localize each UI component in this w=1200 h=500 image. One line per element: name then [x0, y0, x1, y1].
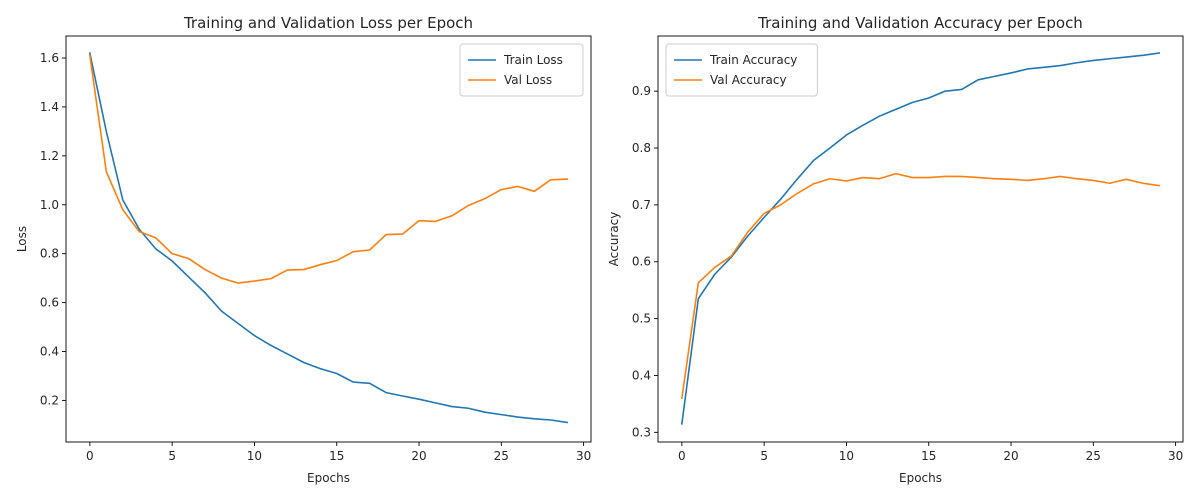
x-tick-label: 15	[329, 449, 344, 463]
legend: Train Loss Val Loss	[459, 43, 584, 97]
y-tick-label: 0.8	[632, 141, 651, 155]
legend-label-val-loss: Val Loss	[504, 73, 552, 87]
legend-box	[665, 43, 818, 97]
series-line-train-loss	[88, 52, 569, 424]
plot-frame	[65, 35, 592, 443]
chart-loss: 0 5 10 15 20 25 30 0.2 0.4 0.6 0.8 1.0 1.2 1.4 1.6 Trai…	[15, 14, 592, 485]
y-axis-label: Accuracy	[607, 212, 621, 267]
x-axis-label: Epochs	[307, 471, 350, 485]
series-line-train-accuracy	[680, 52, 1161, 425]
x-tick-label: 10	[247, 449, 262, 463]
y-tick-label: 0.3	[632, 425, 651, 439]
y-tick-label: 0.2	[40, 393, 59, 407]
chart-accuracy: 0 5 10 15 20 25 30 0.3 0.4 0.5 0.6 0.7 0.8 0.9 Trainin…	[607, 14, 1184, 485]
y-tick-label: 0.4	[632, 368, 651, 382]
y-tick-label: 0.9	[632, 84, 651, 98]
x-tick-label: 20	[1003, 449, 1018, 463]
legend-box	[459, 43, 584, 97]
series-line-val-accuracy	[680, 172, 1161, 400]
y-axis-label: Loss	[15, 226, 29, 252]
x-tick-label: 25	[494, 449, 509, 463]
legend-label-val-accuracy: Val Accuracy	[710, 73, 787, 87]
chart-title: Training and Validation Loss per Epoch	[183, 14, 473, 32]
legend-label-train-loss: Train Loss	[503, 53, 563, 67]
y-tick-label: 0.7	[632, 198, 651, 212]
x-tick-label: 30	[1168, 449, 1183, 463]
x-tick-label: 25	[1086, 449, 1101, 463]
x-tick-label: 5	[760, 449, 768, 463]
plot-frame	[657, 35, 1184, 443]
x-tick-label: 5	[168, 449, 176, 463]
y-tick-label: 1.4	[40, 100, 59, 114]
chart-title: Training and Validation Accuracy per Epo…	[757, 14, 1083, 32]
x-tick-label: 0	[86, 449, 94, 463]
legend: Train Accuracy Val Accuracy	[665, 43, 818, 97]
y-tick-label: 0.5	[632, 312, 651, 326]
y-tick-label: 1.6	[40, 51, 59, 65]
x-axis-label: Epochs	[899, 471, 942, 485]
x-tick-label: 0	[678, 449, 686, 463]
x-tick-label: 15	[921, 449, 936, 463]
y-tick-label: 0.6	[632, 255, 651, 269]
y-tick-label: 1.0	[40, 198, 59, 212]
x-tick-label: 10	[839, 449, 854, 463]
legend-label-train-accuracy: Train Accuracy	[709, 53, 797, 67]
x-tick-label: 20	[411, 449, 426, 463]
x-tick-label: 30	[576, 449, 591, 463]
y-tick-label: 0.4	[40, 345, 59, 359]
series-line-val-loss	[88, 54, 568, 284]
y-tick-label: 1.2	[40, 149, 59, 163]
y-tick-label: 0.6	[40, 296, 59, 310]
y-tick-label: 0.8	[40, 247, 59, 261]
